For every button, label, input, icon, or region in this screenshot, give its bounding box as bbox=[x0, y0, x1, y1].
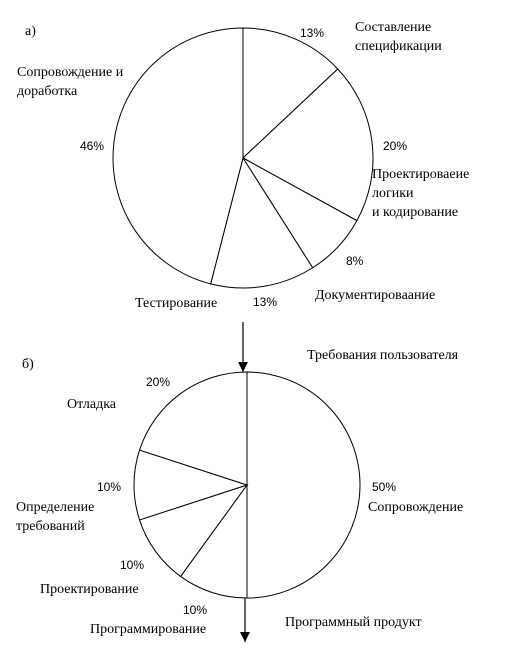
slice-label: Проектироваеие логики и кодирование bbox=[372, 167, 470, 220]
pie-slice bbox=[138, 371, 248, 486]
slice-label: Тестирование bbox=[135, 296, 218, 311]
pie-slice bbox=[133, 449, 249, 521]
slice-label: Сопровождение и доработка bbox=[17, 65, 124, 99]
value-label: 10% bbox=[120, 558, 145, 572]
value-label: 20% bbox=[146, 375, 171, 389]
value-label: 13% bbox=[253, 295, 278, 309]
annotation: Требования пользователя bbox=[307, 348, 459, 363]
slice-label: Документироваание bbox=[315, 288, 436, 303]
value-label: 13% bbox=[300, 26, 325, 40]
value-label: 10% bbox=[97, 480, 122, 494]
pie-slice bbox=[210, 156, 314, 289]
panel-label: а) bbox=[25, 24, 36, 39]
pie-slice bbox=[112, 27, 244, 285]
value-label: 50% bbox=[372, 480, 397, 494]
pie-slice bbox=[242, 68, 374, 222]
slice-label: Программирование bbox=[90, 622, 207, 637]
value-label: 20% bbox=[383, 139, 408, 153]
value-label: 46% bbox=[80, 139, 105, 153]
slice-label: Определение требований bbox=[16, 500, 95, 534]
pie-slice bbox=[242, 27, 339, 160]
pie-slice bbox=[138, 484, 249, 578]
slice-label: Сопровождение bbox=[368, 500, 464, 515]
value-label: 8% bbox=[346, 254, 364, 268]
annotation: Программный продукт bbox=[285, 615, 422, 630]
pie-slice bbox=[246, 371, 361, 599]
value-label: 10% bbox=[183, 603, 208, 617]
panel-label: б) bbox=[22, 357, 34, 372]
slice-label: Отладка bbox=[67, 397, 117, 412]
pie-slice bbox=[179, 483, 248, 599]
slice-label: Составление спецификации bbox=[355, 20, 442, 54]
slice-label: Проектирование bbox=[40, 582, 139, 597]
